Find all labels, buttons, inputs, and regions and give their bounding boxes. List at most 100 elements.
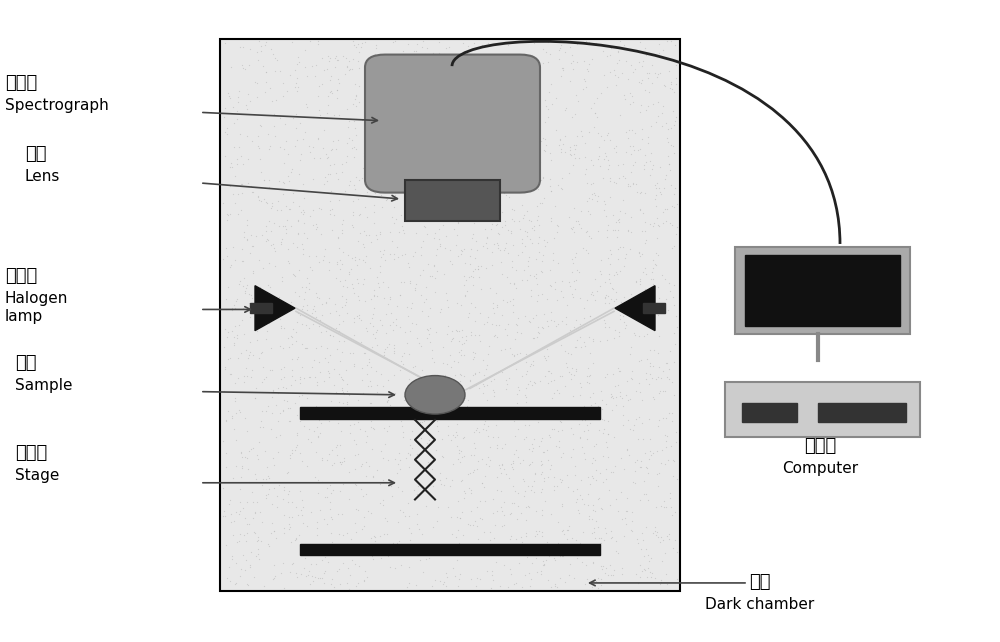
Point [590, 225, 606, 236]
Point [566, 322, 582, 333]
Point [667, 338, 683, 349]
Point [548, 321, 564, 331]
Point [622, 88, 638, 98]
Point [612, 110, 628, 120]
Point [288, 568, 304, 578]
Point [253, 40, 269, 51]
Point [401, 396, 417, 406]
Point [518, 544, 534, 554]
Point [455, 397, 471, 407]
Point [424, 353, 440, 363]
Point [486, 374, 502, 384]
Point [529, 333, 545, 343]
Point [398, 131, 414, 141]
Point [643, 553, 659, 564]
Point [236, 377, 252, 387]
Point [669, 474, 685, 485]
Point [442, 481, 458, 491]
Point [224, 303, 240, 313]
Point [276, 528, 292, 538]
Point [479, 233, 495, 243]
Point [316, 514, 332, 525]
Point [520, 102, 536, 112]
Point [443, 362, 459, 372]
Point [404, 54, 420, 64]
Point [351, 560, 367, 571]
Point [622, 180, 638, 191]
Point [312, 573, 328, 584]
Point [310, 431, 326, 442]
Point [554, 173, 570, 184]
Point [593, 538, 609, 548]
Point [660, 124, 676, 134]
Point [273, 364, 289, 374]
Point [249, 334, 265, 345]
Point [431, 64, 447, 74]
Point [226, 300, 242, 311]
Point [632, 559, 648, 569]
Point [243, 444, 259, 455]
Point [602, 499, 618, 510]
Point [514, 171, 530, 182]
Point [642, 169, 658, 180]
Point [541, 430, 557, 440]
Point [376, 351, 392, 361]
Point [552, 415, 568, 426]
Point [266, 121, 282, 132]
Point [369, 325, 385, 335]
Point [503, 141, 519, 152]
Point [330, 74, 346, 84]
Point [403, 302, 419, 313]
Point [597, 277, 613, 287]
Point [258, 221, 274, 232]
Point [280, 467, 296, 477]
Point [518, 113, 534, 123]
Point [489, 485, 505, 496]
Point [470, 534, 486, 544]
Point [496, 464, 512, 474]
Point [448, 239, 464, 250]
Point [539, 293, 555, 304]
Point [654, 108, 670, 118]
Point [322, 329, 338, 340]
Point [419, 155, 435, 165]
Point [606, 565, 622, 575]
Point [386, 80, 402, 91]
Point [650, 110, 666, 121]
Point [383, 481, 399, 491]
Point [466, 449, 482, 460]
Point [554, 551, 570, 562]
Point [508, 578, 524, 588]
Point [469, 162, 485, 172]
Point [504, 462, 520, 472]
Point [565, 160, 581, 170]
Point [588, 39, 604, 49]
Point [367, 532, 383, 542]
Point [510, 383, 526, 393]
Point [429, 69, 445, 80]
Point [398, 104, 414, 114]
Point [306, 426, 322, 437]
Point [470, 264, 486, 274]
Point [638, 368, 654, 378]
Point [289, 354, 305, 364]
Point [449, 555, 465, 566]
Point [428, 207, 444, 218]
Point [459, 286, 475, 296]
Point [335, 215, 351, 225]
Point [250, 454, 266, 464]
Point [627, 466, 643, 476]
Point [307, 472, 323, 482]
Point [666, 280, 682, 290]
Point [550, 318, 566, 329]
Point [281, 486, 297, 496]
Point [486, 387, 502, 397]
Point [225, 102, 241, 112]
Point [528, 269, 544, 279]
Point [527, 169, 543, 180]
Point [229, 114, 245, 124]
Point [234, 60, 250, 71]
Point [545, 255, 561, 265]
Point [328, 387, 344, 397]
Point [577, 415, 593, 425]
